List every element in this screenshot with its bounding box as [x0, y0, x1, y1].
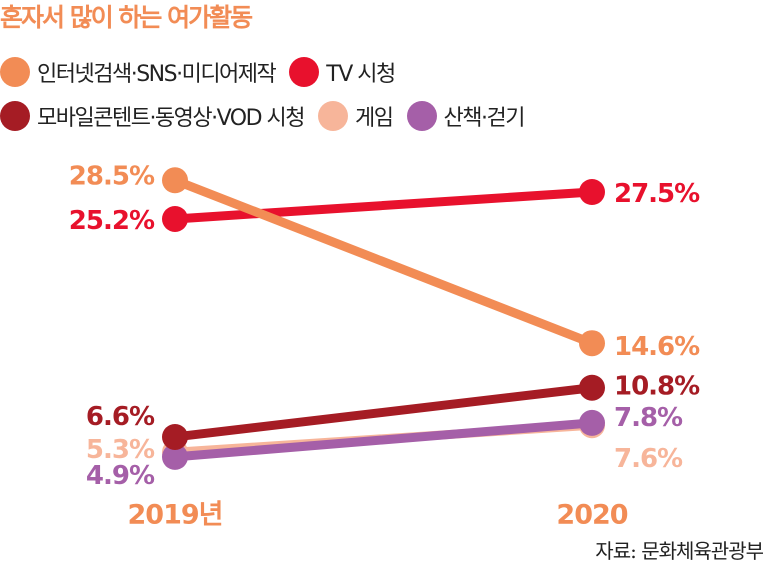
legend-row-1: 인터넷검색·SNS·미디어제작 TV 시청: [0, 54, 767, 90]
series-line-internet: [170, 175, 597, 348]
point-walk-2: [579, 409, 605, 436]
legend-label-walk: 산책·걷기: [443, 106, 526, 131]
data-label-mobile-2: 10.8%: [614, 372, 700, 402]
legend-swatch-mobile: [0, 101, 30, 131]
x-tick-label-2: 2020: [556, 500, 627, 531]
legend-label-internet: 인터넷검색·SNS·미디어제작: [37, 62, 277, 87]
source-note: 자료: 문화체육관광부: [595, 539, 764, 563]
chart-title: 혼자서 많이 하는 여가활동: [0, 3, 253, 32]
point-tv-2: [579, 179, 605, 205]
legend-label-game: 게임: [355, 106, 394, 131]
point-walk-1: [162, 443, 188, 470]
legend-item-game: 게임: [318, 100, 394, 132]
legend-swatch-walk: [406, 101, 437, 131]
legend-label-mobile: 모바일콘텐트·동영상·VOD 시청: [37, 106, 306, 131]
legend-swatch-internet: [0, 57, 30, 87]
data-label-internet-2: 14.6%: [614, 332, 700, 362]
legend-label-tv: TV 시청: [326, 62, 396, 87]
legend-item-mobile: 모바일콘텐트·동영상·VOD 시청: [0, 100, 306, 132]
data-label-tv-1: 25.2%: [69, 206, 155, 236]
series-line-mobile: [170, 383, 597, 442]
x-tick-label-1: 2019년: [128, 500, 223, 531]
point-internet-1: [162, 167, 188, 194]
legend-item-walk: 산책·걷기: [406, 100, 526, 132]
series-line-tv: [170, 187, 597, 224]
data-label-internet-1: 28.5%: [69, 161, 155, 191]
point-mobile-2: [579, 374, 605, 401]
data-label-walk-2: 7.8%: [614, 403, 683, 433]
data-label-walk-1: 4.9%: [86, 461, 155, 491]
data-label-tv-2: 27.5%: [614, 179, 700, 209]
legend-swatch-tv: [289, 57, 320, 87]
data-label-mobile-1: 6.6%: [86, 402, 155, 432]
data-label-game-1: 5.3%: [86, 435, 155, 465]
point-mobile-1: [162, 423, 188, 450]
legend: 인터넷검색·SNS·미디어제작 TV 시청 모바일콘텐트·동영상·VOD 시청 …: [0, 54, 767, 142]
series-line-walk: [170, 418, 597, 462]
point-internet-2: [579, 330, 605, 357]
legend-row-2: 모바일콘텐트·동영상·VOD 시청 게임 산책·걷기: [0, 98, 767, 134]
point-tv-1: [162, 205, 188, 232]
data-label-game-2: 7.6%: [614, 444, 683, 474]
legend-item-internet: 인터넷검색·SNS·미디어제작: [0, 56, 277, 88]
legend-swatch-game: [318, 101, 349, 131]
legend-item-tv: TV 시청: [289, 56, 396, 88]
